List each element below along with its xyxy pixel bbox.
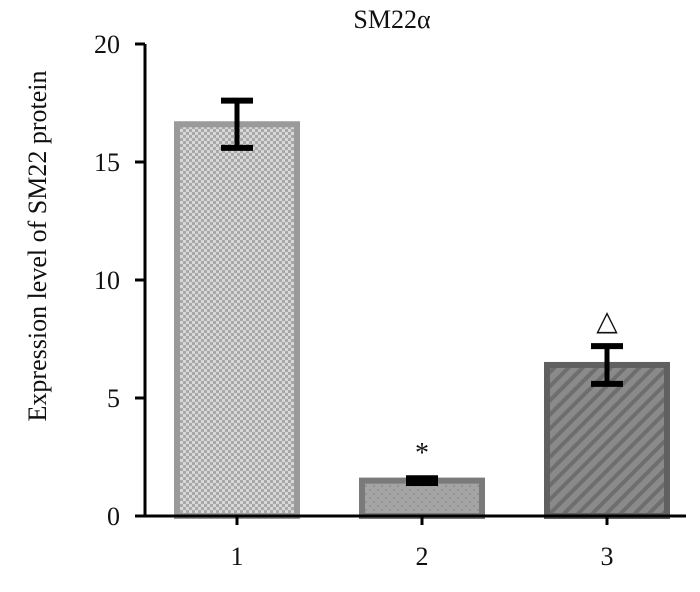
- error-bar-3: [591, 343, 623, 387]
- bar-3: [544, 361, 670, 519]
- annotation-2: *: [415, 438, 429, 469]
- bar-1: [174, 121, 300, 520]
- error-bar-2: [406, 475, 438, 486]
- y-tick-label: 0: [107, 502, 120, 531]
- error-bars-layer: [221, 97, 623, 486]
- annotation-3: △: [596, 306, 618, 337]
- y-tick-label: 20: [94, 30, 120, 59]
- chart-title: SM22α: [353, 5, 431, 34]
- y-tick-label: 15: [94, 148, 120, 177]
- error-bar-1: [221, 97, 253, 151]
- y-ticks-layer: 0 5 10 15 20: [94, 30, 145, 531]
- x-ticks-layer: 1 2 3: [231, 516, 614, 571]
- annotations-layer: *△: [415, 306, 618, 469]
- x-tick-label: 3: [601, 542, 614, 571]
- y-tick-label: 5: [107, 384, 120, 413]
- y-axis-label: Expression level of SM22 protein: [23, 71, 52, 422]
- x-tick-label: 2: [416, 542, 429, 571]
- x-tick-label: 1: [231, 542, 244, 571]
- y-tick-label: 10: [94, 266, 120, 295]
